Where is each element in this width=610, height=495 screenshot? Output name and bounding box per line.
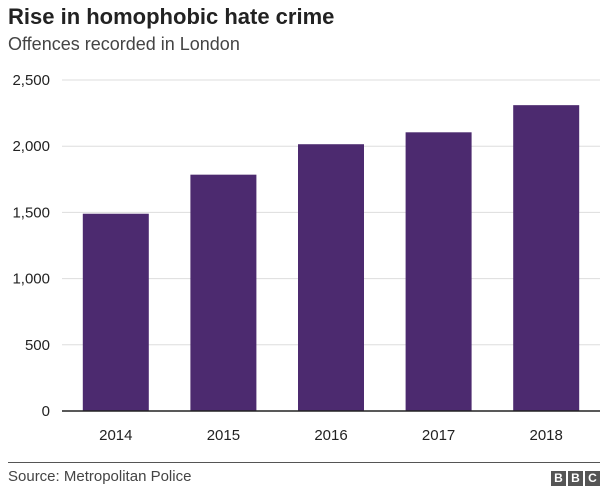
bar (298, 144, 364, 412)
bar (190, 174, 257, 411)
bars (82, 105, 580, 412)
source-note: Source: Metropolitan Police (8, 468, 192, 485)
y-tick-label: 500 (25, 337, 50, 354)
axes: 0 500 1,000 1,500 2,000 2,500 2014 2015 2016 2017… (12, 72, 600, 444)
chart-title: Rise in homophobic hate crime (8, 4, 335, 29)
bar (513, 105, 580, 411)
bar (82, 213, 149, 411)
x-tick-label: 2017 (422, 427, 455, 444)
y-tick-label: 2,500 (12, 72, 50, 89)
x-tick-label: 2014 (99, 427, 132, 444)
x-tick-label: 2018 (530, 427, 563, 444)
bbc-logo: B B C (551, 471, 600, 486)
bbc-logo-letter: B (568, 471, 583, 486)
bbc-logo-letter: B (551, 471, 566, 486)
bar (405, 132, 472, 411)
footer-divider (8, 462, 600, 463)
chart-subtitle: Offences recorded in London (8, 34, 240, 54)
y-tick-label: 2,000 (12, 138, 50, 155)
bbc-logo-letter: C (585, 471, 600, 486)
x-tick-label: 2016 (314, 427, 347, 444)
x-tick-label: 2015 (207, 427, 240, 444)
y-tick-label: 1,500 (12, 204, 50, 221)
y-tick-label: 1,000 (12, 271, 50, 288)
y-tick-label: 0 (42, 403, 50, 420)
